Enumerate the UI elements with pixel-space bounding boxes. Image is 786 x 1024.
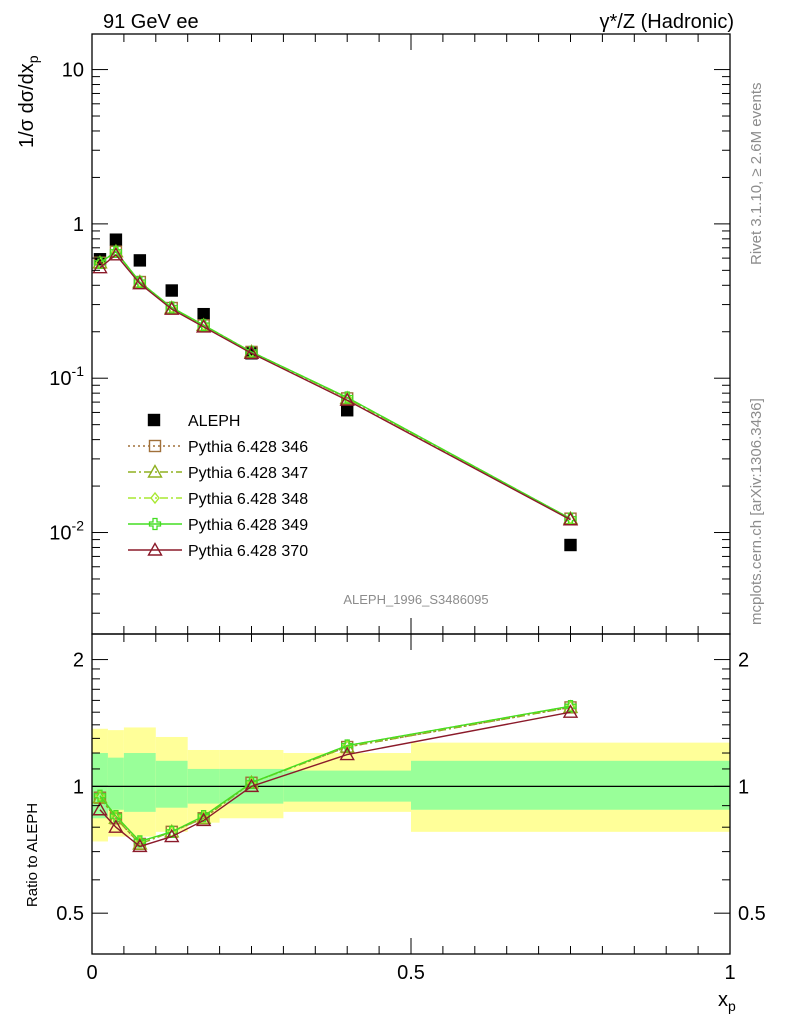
ratio-point-pythia-6-428-349-2 (133, 835, 147, 848)
ratio-point-pythia-6-428-349-3 (165, 825, 178, 838)
ratio-point-pythia-6-428-370-6 (339, 746, 355, 761)
ratio-ytick-label-left-0: 2 (73, 650, 84, 672)
legend-label-pythia-6-428-370: Pythia 6.428 370 (188, 543, 308, 560)
legend: ALEPH Pythia 6.428 346 Pythia 6.428 347 Pyt… (128, 413, 308, 560)
legend-marker-pythia-6-428-347 (147, 464, 163, 478)
main-point-aleph-7 (564, 538, 577, 552)
main-point-pythia-6-428-349-6 (341, 391, 354, 404)
ratio-point-pythia-6-428-349-7 (564, 700, 577, 713)
ratio-ytick-label-right-0: 2 (738, 650, 749, 672)
ratio-ylabel: Ratio to ALEPH (24, 803, 41, 907)
main-ylabel: 1/σ dσ/dxp (16, 55, 41, 148)
ratio-line-pythia-6-428-346 (99, 706, 571, 845)
legend-marker-pythia-6-428-346 (148, 439, 162, 453)
ratio-point-pythia-6-428-370-1 (108, 819, 124, 833)
ratio-band-inner-7 (411, 760, 730, 810)
legend-label-pythia-6-428-349: Pythia 6.428 349 (188, 517, 308, 534)
legend-marker-pythia-6-428-370 (147, 542, 163, 556)
ratio-point-pythia-6-428-370-3 (164, 828, 180, 843)
ratio-band-inner-2 (123, 753, 156, 812)
ratio-line-pythia-6-428-370 (99, 711, 571, 848)
analysis-watermark: ALEPH_1996_S3486095 (343, 592, 488, 607)
header-right: γ*/Z (Hadronic) (600, 11, 734, 33)
svg-text:xp: xp (718, 989, 736, 1014)
rivet-label: Rivet 3.1.10, ≥ 2.6M events (748, 83, 765, 266)
main-point-pythia-6-428-370-2 (132, 275, 148, 290)
svg-text:1/σ dσ/dxp: 1/σ dσ/dxp (16, 55, 41, 148)
main-point-pythia-6-428-349-0 (93, 256, 107, 269)
ratio-point-pythia-6-428-349-0 (93, 789, 107, 802)
main-point-pythia-6-428-370-7 (562, 511, 579, 526)
main-point-pythia-6-428-370-1 (108, 246, 124, 261)
legend-marker-aleph (147, 413, 161, 427)
ratio-point-pythia-6-428-349-5 (245, 776, 258, 789)
ratio-point-pythia-6-428-370-4 (195, 812, 212, 827)
xtick-label-2: 1 (724, 962, 735, 984)
ratio-band-inner-1 (107, 757, 124, 810)
ratio-point-pythia-6-428-370-7 (562, 704, 579, 718)
main-ytick-label-3: 10-2 (49, 518, 84, 545)
main-point-aleph-3 (165, 284, 178, 297)
legend-marker-pythia-6-428-348 (150, 491, 160, 505)
ratio-band-inner-3 (155, 760, 188, 808)
main-point-aleph-6 (341, 404, 354, 417)
xtick-label-0: 0 (86, 962, 97, 984)
ratio-ytick-label-left-2: 0.5 (56, 903, 84, 925)
main-ytick-label-2: 10-1 (49, 363, 84, 390)
xtick-label-1: 0.5 (397, 962, 425, 984)
main-point-aleph-1 (109, 233, 123, 246)
ratio-line-pythia-6-428-349 (99, 705, 571, 843)
header-left: 91 GeV ee (103, 11, 199, 33)
main-point-pythia-6-428-370-3 (164, 301, 180, 315)
legend-label-pythia-6-428-347: Pythia 6.428 347 (188, 465, 308, 482)
ratio-ytick-label-left-1: 1 (73, 776, 84, 798)
main-point-pythia-6-428-370-4 (195, 318, 212, 333)
ratio-point-pythia-6-428-370-0 (92, 801, 108, 816)
ratio-point-pythia-6-428-370-2 (132, 838, 148, 853)
ratio-point-pythia-6-428-370-5 (243, 778, 260, 793)
main-ytick-label-1: 1 (73, 214, 84, 236)
main-point-pythia-6-428-370-6 (339, 392, 355, 406)
legend-marker-pythia-6-428-349 (148, 517, 162, 531)
mcplots-label: mcplots.cern.ch [arXiv:1306.3436] (748, 398, 765, 625)
main-point-pythia-6-428-370-5 (243, 345, 260, 360)
ratio-ytick-label-right-1: 1 (738, 776, 749, 798)
ratio-point-pythia-6-428-349-1 (109, 809, 123, 823)
x-axis-label: xp (718, 989, 736, 1014)
main-point-aleph-2 (133, 254, 147, 267)
ratio-point-pythia-6-428-349-4 (197, 809, 210, 823)
ratio-line-pythia-6-428-347 (99, 706, 571, 845)
legend-label-aleph: ALEPH (188, 413, 240, 430)
ratio-band-inner-0 (92, 753, 108, 819)
legend-label-pythia-6-428-348: Pythia 6.428 348 (188, 491, 308, 508)
ratio-ytick-label-right-2: 0.5 (738, 903, 766, 925)
main-ytick-label-0: 10 (62, 60, 84, 82)
main-point-pythia-6-428-370-0 (92, 259, 108, 274)
legend-label-pythia-6-428-346: Pythia 6.428 346 (188, 439, 308, 456)
